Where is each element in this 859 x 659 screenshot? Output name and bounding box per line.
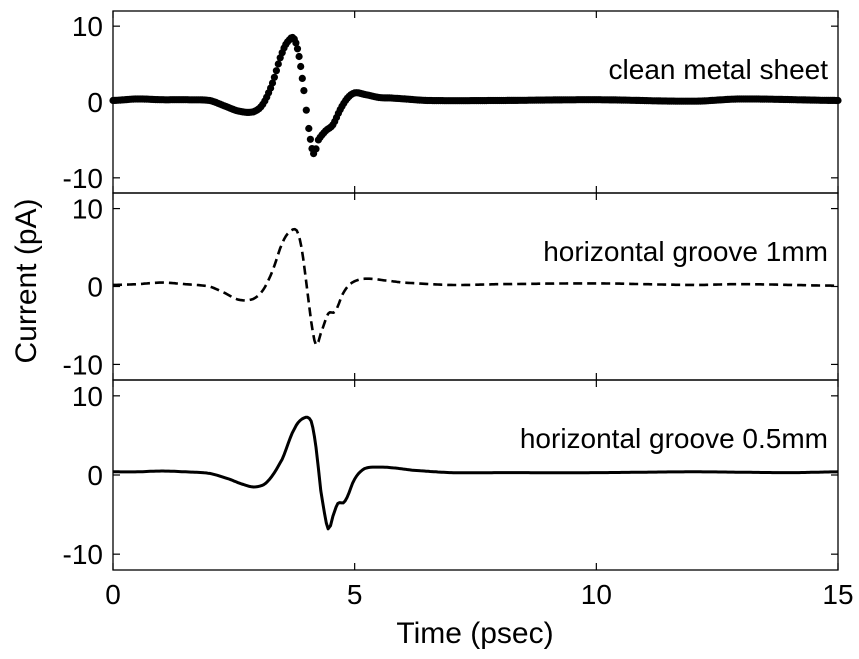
data-point xyxy=(274,60,282,68)
series-2-line xyxy=(113,227,838,347)
data-point xyxy=(293,45,302,53)
panel-frame xyxy=(112,379,839,571)
plot-panels: -10 0 10 clean metal sheet -10 0 10 horizontal … xyxy=(63,10,842,571)
panel-3: -10 0 10 horizontal groove 0.5mm xyxy=(63,379,839,571)
y-tick-label: 10 xyxy=(72,11,103,42)
y-tick-label: -10 xyxy=(63,163,103,194)
series-3-line xyxy=(113,415,839,531)
y-tick-label: 0 xyxy=(87,87,103,118)
y-tick-label: 10 xyxy=(72,194,103,225)
data-point xyxy=(270,73,278,81)
data-point xyxy=(297,62,305,71)
series-label: horizontal groove 1mm xyxy=(543,236,828,267)
data-point xyxy=(272,67,280,75)
data-point xyxy=(306,135,314,143)
x-tick-label: 10 xyxy=(581,579,612,610)
data-point xyxy=(834,96,842,105)
series-1-markers xyxy=(109,33,842,158)
panel-1: -10 0 10 clean metal sheet xyxy=(63,10,842,194)
y-axis-label: Current (pA) xyxy=(10,198,43,363)
data-point xyxy=(292,39,300,47)
x-tick-labels: 0 5 10 15 xyxy=(105,579,853,610)
series-label: clean metal sheet xyxy=(609,54,829,85)
x-tick-label: 15 xyxy=(822,579,853,610)
data-point xyxy=(300,87,308,95)
data-point xyxy=(305,124,313,133)
data-point xyxy=(298,74,306,82)
data-point xyxy=(268,79,277,87)
data-point xyxy=(295,52,303,61)
y-tick-label: 0 xyxy=(87,460,103,491)
data-point xyxy=(312,145,320,153)
data-point xyxy=(302,106,310,114)
y-tick-label: -10 xyxy=(63,349,103,380)
panel-2: -10 0 10 horizontal groove 1mm xyxy=(63,192,839,381)
x-axis-label: Time (psec) xyxy=(396,617,553,650)
y-tick-label: 0 xyxy=(87,272,103,303)
series-label: horizontal groove 0.5mm xyxy=(520,423,828,454)
y-tick-label: 10 xyxy=(72,381,103,412)
y-tick-label: -10 xyxy=(63,539,103,570)
panel-frame xyxy=(112,192,839,381)
x-tick-label: 0 xyxy=(105,579,121,610)
x-tick-label: 5 xyxy=(347,579,363,610)
